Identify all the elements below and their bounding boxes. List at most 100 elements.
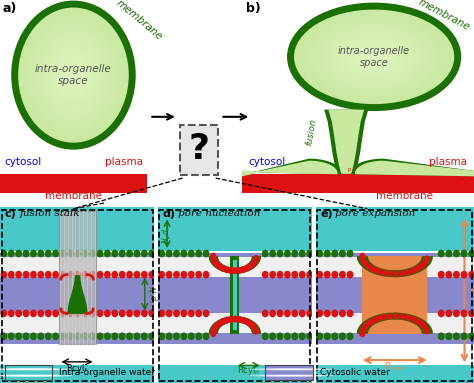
Circle shape <box>410 316 417 323</box>
Circle shape <box>241 266 246 273</box>
Circle shape <box>8 332 15 340</box>
Circle shape <box>405 314 411 321</box>
Ellipse shape <box>294 8 454 105</box>
Bar <box>181 127 217 174</box>
Circle shape <box>220 265 226 272</box>
Circle shape <box>8 250 15 257</box>
Circle shape <box>259 375 302 376</box>
Circle shape <box>284 309 291 317</box>
Circle shape <box>380 314 386 321</box>
Circle shape <box>74 271 81 278</box>
Bar <box>59 211 95 344</box>
Circle shape <box>30 375 73 376</box>
Circle shape <box>0 368 31 370</box>
Circle shape <box>250 260 256 267</box>
Ellipse shape <box>330 30 418 83</box>
Circle shape <box>141 309 148 317</box>
Circle shape <box>461 309 467 317</box>
Polygon shape <box>242 159 342 175</box>
Text: a): a) <box>3 2 18 15</box>
Circle shape <box>359 253 365 260</box>
Text: R$_{max}$: R$_{max}$ <box>384 361 406 373</box>
Ellipse shape <box>51 48 96 102</box>
Ellipse shape <box>322 25 426 88</box>
Circle shape <box>362 323 368 330</box>
Circle shape <box>253 255 259 262</box>
Circle shape <box>126 250 133 257</box>
Ellipse shape <box>62 61 85 89</box>
Circle shape <box>212 324 218 332</box>
Ellipse shape <box>291 6 458 108</box>
Bar <box>158 257 312 277</box>
Circle shape <box>392 313 399 319</box>
Circle shape <box>262 250 269 257</box>
Bar <box>316 207 474 251</box>
Circle shape <box>453 309 460 317</box>
Circle shape <box>104 250 111 257</box>
Circle shape <box>324 332 331 340</box>
Ellipse shape <box>366 52 382 62</box>
Bar <box>180 126 218 175</box>
Circle shape <box>269 250 276 257</box>
Circle shape <box>19 375 62 376</box>
Circle shape <box>74 332 81 340</box>
Circle shape <box>346 271 354 278</box>
Circle shape <box>0 250 7 257</box>
Ellipse shape <box>37 31 110 119</box>
Circle shape <box>111 250 118 257</box>
Circle shape <box>0 332 7 340</box>
Circle shape <box>45 271 52 278</box>
Text: d): d) <box>163 210 175 219</box>
Circle shape <box>60 309 66 317</box>
Circle shape <box>280 368 323 370</box>
Circle shape <box>104 309 111 317</box>
Circle shape <box>195 332 202 340</box>
Text: Intra-organelle water: Intra-organelle water <box>59 368 155 377</box>
Circle shape <box>89 309 96 317</box>
Circle shape <box>9 368 52 370</box>
Ellipse shape <box>56 55 91 95</box>
Bar <box>0 313 154 333</box>
Circle shape <box>111 309 118 317</box>
Circle shape <box>446 271 452 278</box>
Polygon shape <box>357 313 433 334</box>
Circle shape <box>316 271 323 278</box>
Circle shape <box>203 309 210 317</box>
Bar <box>181 126 218 174</box>
Ellipse shape <box>18 7 129 143</box>
Circle shape <box>259 368 302 370</box>
Circle shape <box>166 309 173 317</box>
Circle shape <box>126 271 133 278</box>
Text: D: D <box>470 284 474 297</box>
Bar <box>182 128 216 172</box>
Text: intra-organelle
space: intra-organelle space <box>338 46 410 68</box>
Circle shape <box>422 324 428 331</box>
Circle shape <box>195 309 202 317</box>
Circle shape <box>224 266 230 273</box>
Circle shape <box>134 250 140 257</box>
Text: c): c) <box>5 210 17 219</box>
Circle shape <box>45 309 52 317</box>
Polygon shape <box>209 316 261 334</box>
Ellipse shape <box>20 11 127 139</box>
Ellipse shape <box>299 11 450 103</box>
Circle shape <box>424 327 430 334</box>
Text: membrane: membrane <box>376 191 433 201</box>
Text: b): b) <box>246 2 261 15</box>
Bar <box>182 128 217 173</box>
Circle shape <box>438 332 445 340</box>
Circle shape <box>374 316 380 322</box>
Circle shape <box>250 322 256 329</box>
Circle shape <box>277 332 283 340</box>
Circle shape <box>119 309 126 317</box>
Circle shape <box>306 271 313 278</box>
Circle shape <box>277 309 283 317</box>
Circle shape <box>339 250 346 257</box>
Circle shape <box>134 271 140 278</box>
Circle shape <box>386 270 392 277</box>
Polygon shape <box>242 161 337 175</box>
Circle shape <box>30 332 37 340</box>
Ellipse shape <box>43 38 104 112</box>
Circle shape <box>52 332 59 340</box>
Circle shape <box>60 332 66 340</box>
